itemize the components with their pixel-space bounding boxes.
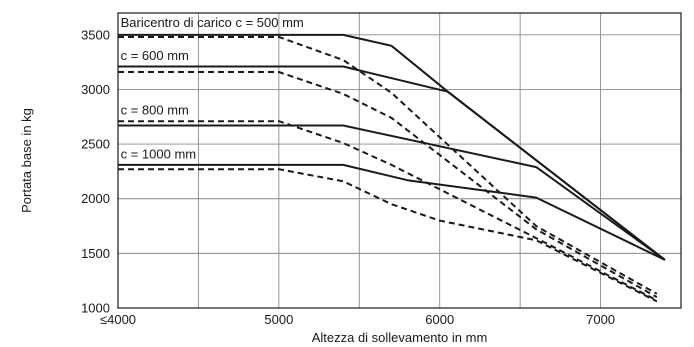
dashed-curve-4 — [118, 168, 658, 303]
series-group — [118, 33, 666, 303]
load-center-label-1: Baricentro di carico c = 500 mm — [121, 15, 304, 30]
solid-curve-3 — [118, 124, 666, 261]
solid-curve-4 — [118, 163, 666, 261]
y-axis-title: Portata base in kg — [19, 108, 34, 213]
dashed-curve-1 — [118, 36, 658, 295]
y-tick-label: 1000 — [81, 301, 110, 316]
y-tick-label: 3000 — [81, 82, 110, 97]
solid-curve-2 — [118, 65, 666, 261]
x-tick-label: 5000 — [264, 312, 293, 327]
solid-curve-1 — [118, 33, 666, 261]
annotations: Baricentro di carico c = 500 mm c = 600 m… — [121, 15, 304, 161]
load-center-label-2: c = 600 mm — [121, 48, 189, 63]
y-tick-label: 2000 — [81, 191, 110, 206]
load-center-label-3: c = 800 mm — [121, 103, 189, 118]
dashed-curve-3 — [118, 120, 658, 302]
load-center-label-4: c = 1000 mm — [121, 146, 197, 161]
y-tick-label: 3500 — [81, 27, 110, 42]
x-axis-ticks: ≤4000 5000 6000 7000 — [100, 312, 615, 327]
y-tick-label: 2500 — [81, 137, 110, 152]
x-axis-title: Altezza di sollevamento in mm — [312, 330, 488, 345]
x-tick-label: 6000 — [425, 312, 454, 327]
x-tick-label: ≤4000 — [100, 312, 136, 327]
y-tick-label: 1500 — [81, 246, 110, 261]
x-tick-label: 7000 — [586, 312, 615, 327]
dashed-curve-2 — [118, 71, 658, 298]
plot-frame — [117, 12, 682, 309]
y-axis-ticks: 1000 1500 2000 2500 3000 3500 — [81, 27, 110, 315]
